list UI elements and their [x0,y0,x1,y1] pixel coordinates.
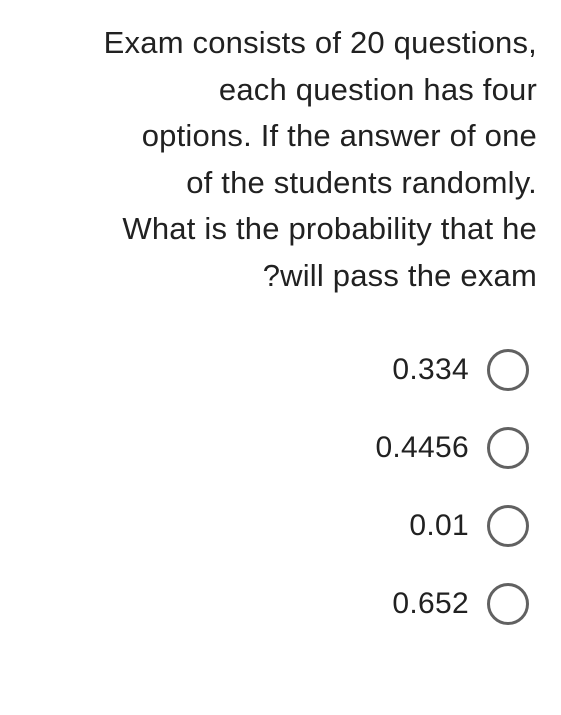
radio-icon [487,427,529,469]
radio-icon [487,583,529,625]
option-label: 0.4456 [375,431,469,465]
option-label: 0.652 [392,587,469,621]
question-text: Exam consists of 20 questions, each ques… [24,20,537,299]
options-container: 0.334 0.4456 0.01 0.652 [24,349,537,625]
option-label: 0.01 [409,509,469,543]
question-line: ?will pass the exam [263,258,537,293]
question-line: of the students randomly. [186,165,537,200]
option-label: 0.334 [392,353,469,387]
option-row-3[interactable]: 0.01 [409,505,529,547]
question-line: What is the probability that he [122,211,537,246]
option-row-2[interactable]: 0.4456 [375,427,529,469]
radio-icon [487,505,529,547]
question-line: options. If the answer of one [142,118,537,153]
option-row-1[interactable]: 0.334 [392,349,529,391]
radio-icon [487,349,529,391]
option-row-4[interactable]: 0.652 [392,583,529,625]
question-line: Exam consists of 20 questions, [104,25,537,60]
question-line: each question has four [219,72,537,107]
